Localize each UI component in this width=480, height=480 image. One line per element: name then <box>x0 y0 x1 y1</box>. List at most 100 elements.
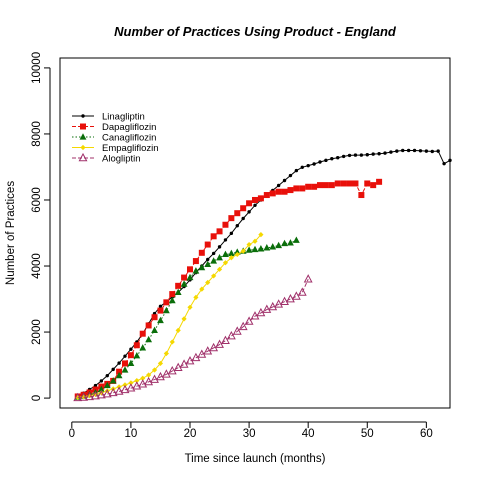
data-point-empagliflozin <box>216 266 223 272</box>
data-point-alogliptin <box>221 335 230 344</box>
data-point-empagliflozin <box>140 375 146 381</box>
data-point-canagliflozin <box>263 244 271 251</box>
data-point-empagliflozin <box>252 238 258 244</box>
data-point-linagliptin <box>276 183 281 188</box>
legend-marker <box>80 123 86 130</box>
data-point-dapagliflozin <box>364 180 371 187</box>
data-point-alogliptin <box>138 379 148 388</box>
data-point-linagliptin <box>395 149 399 153</box>
data-point-empagliflozin <box>163 350 169 357</box>
data-point-dapagliflozin <box>181 274 188 281</box>
data-point-dapagliflozin <box>305 183 312 190</box>
data-point-alogliptin <box>126 383 136 392</box>
data-point-linagliptin <box>424 149 429 153</box>
data-point-linagliptin <box>247 210 251 214</box>
data-point-linagliptin <box>377 152 381 156</box>
legend-marker <box>80 144 86 151</box>
data-point-empagliflozin <box>146 372 152 378</box>
data-point-canagliflozin <box>162 306 170 314</box>
data-point-alogliptin <box>114 386 124 395</box>
data-point-empagliflozin <box>246 241 252 248</box>
data-point-canagliflozin <box>103 381 111 389</box>
data-point-alogliptin <box>108 387 118 397</box>
data-point-dapagliflozin <box>246 200 253 207</box>
data-point-linagliptin <box>442 161 446 166</box>
data-point-dapagliflozin <box>163 299 170 306</box>
y-axis: 0 2000 4000 6000 8000 10000 <box>31 52 51 401</box>
legend-marker <box>78 152 88 162</box>
data-point-linagliptin <box>412 148 417 153</box>
data-point-linagliptin <box>341 154 346 159</box>
data-point-canagliflozin <box>139 344 147 351</box>
data-point-dapagliflozin <box>127 352 134 359</box>
data-point-empagliflozin <box>193 294 199 300</box>
data-point-empagliflozin <box>151 367 158 373</box>
legend: LinagliptinDapagliflozinCanagliflozinEmp… <box>72 112 159 165</box>
data-point-dapagliflozin <box>293 185 300 192</box>
data-point-alogliptin <box>232 326 242 335</box>
data-point-alogliptin <box>156 371 165 381</box>
data-point-linagliptin <box>223 238 228 242</box>
data-point-canagliflozin <box>204 260 212 267</box>
data-point-linagliptin <box>448 158 452 163</box>
data-point-dapagliflozin <box>187 266 193 273</box>
data-point-canagliflozin <box>97 385 105 393</box>
data-point-dapagliflozin <box>210 233 217 240</box>
data-point-canagliflozin <box>227 249 235 257</box>
data-point-alogliptin <box>268 301 278 311</box>
y-tick-label: 4000 <box>31 253 43 279</box>
data-point-canagliflozin <box>151 326 158 334</box>
data-point-dapagliflozin <box>269 190 276 197</box>
data-point-empagliflozin <box>92 391 99 398</box>
data-point-canagliflozin <box>257 245 265 252</box>
data-point-dapagliflozin <box>240 205 247 212</box>
data-point-dapagliflozin <box>133 342 140 349</box>
y-tick-label: 8000 <box>31 121 43 147</box>
data-point-linagliptin <box>158 304 163 309</box>
data-point-empagliflozin <box>199 286 205 292</box>
data-point-dapagliflozin <box>145 322 152 329</box>
data-point-linagliptin <box>359 153 364 157</box>
data-point-dapagliflozin <box>157 307 164 314</box>
data-point-linagliptin <box>306 163 310 168</box>
data-point-canagliflozin <box>121 366 129 373</box>
data-point-dapagliflozin <box>287 187 294 194</box>
data-point-alogliptin <box>226 330 236 340</box>
x-tick-label: 40 <box>302 428 315 440</box>
data-point-alogliptin <box>144 376 154 386</box>
data-point-linagliptin <box>241 216 245 221</box>
data-point-empagliflozin <box>98 390 104 396</box>
data-point-linagliptin <box>353 153 358 157</box>
data-point-alogliptin <box>297 287 307 296</box>
data-point-linagliptin <box>105 373 109 378</box>
data-point-dapagliflozin <box>328 182 335 189</box>
data-point-empagliflozin <box>211 273 217 279</box>
data-point-dapagliflozin <box>204 241 211 248</box>
series-line-linagliptin <box>77 150 451 396</box>
series-layer <box>73 148 452 402</box>
data-point-canagliflozin <box>192 267 200 274</box>
data-point-canagliflozin <box>292 236 300 243</box>
legend-item-canagliflozin: Canagliflozin <box>72 133 156 144</box>
data-point-empagliflozin <box>134 377 140 384</box>
series-line-dapagliflozin <box>77 181 380 397</box>
data-point-linagliptin <box>117 361 121 365</box>
y-axis-label: Number of Practices <box>5 181 17 285</box>
data-point-canagliflozin <box>186 273 194 281</box>
data-point-canagliflozin <box>287 239 294 246</box>
series-dapagliflozin <box>74 178 383 400</box>
data-point-empagliflozin <box>234 251 240 258</box>
data-point-linagliptin <box>330 157 334 161</box>
data-point-linagliptin <box>253 203 257 207</box>
data-point-linagliptin <box>324 158 328 163</box>
data-point-canagliflozin <box>168 296 176 304</box>
y-tick-label: 6000 <box>31 187 43 213</box>
data-point-dapagliflozin <box>311 183 318 190</box>
data-point-dapagliflozin <box>376 178 383 185</box>
data-point-alogliptin <box>291 291 301 300</box>
data-point-linagliptin <box>318 160 322 164</box>
x-axis: 0 10 20 30 40 50 60 <box>69 421 433 440</box>
data-point-empagliflozin <box>240 248 246 254</box>
data-point-canagliflozin <box>157 316 164 324</box>
